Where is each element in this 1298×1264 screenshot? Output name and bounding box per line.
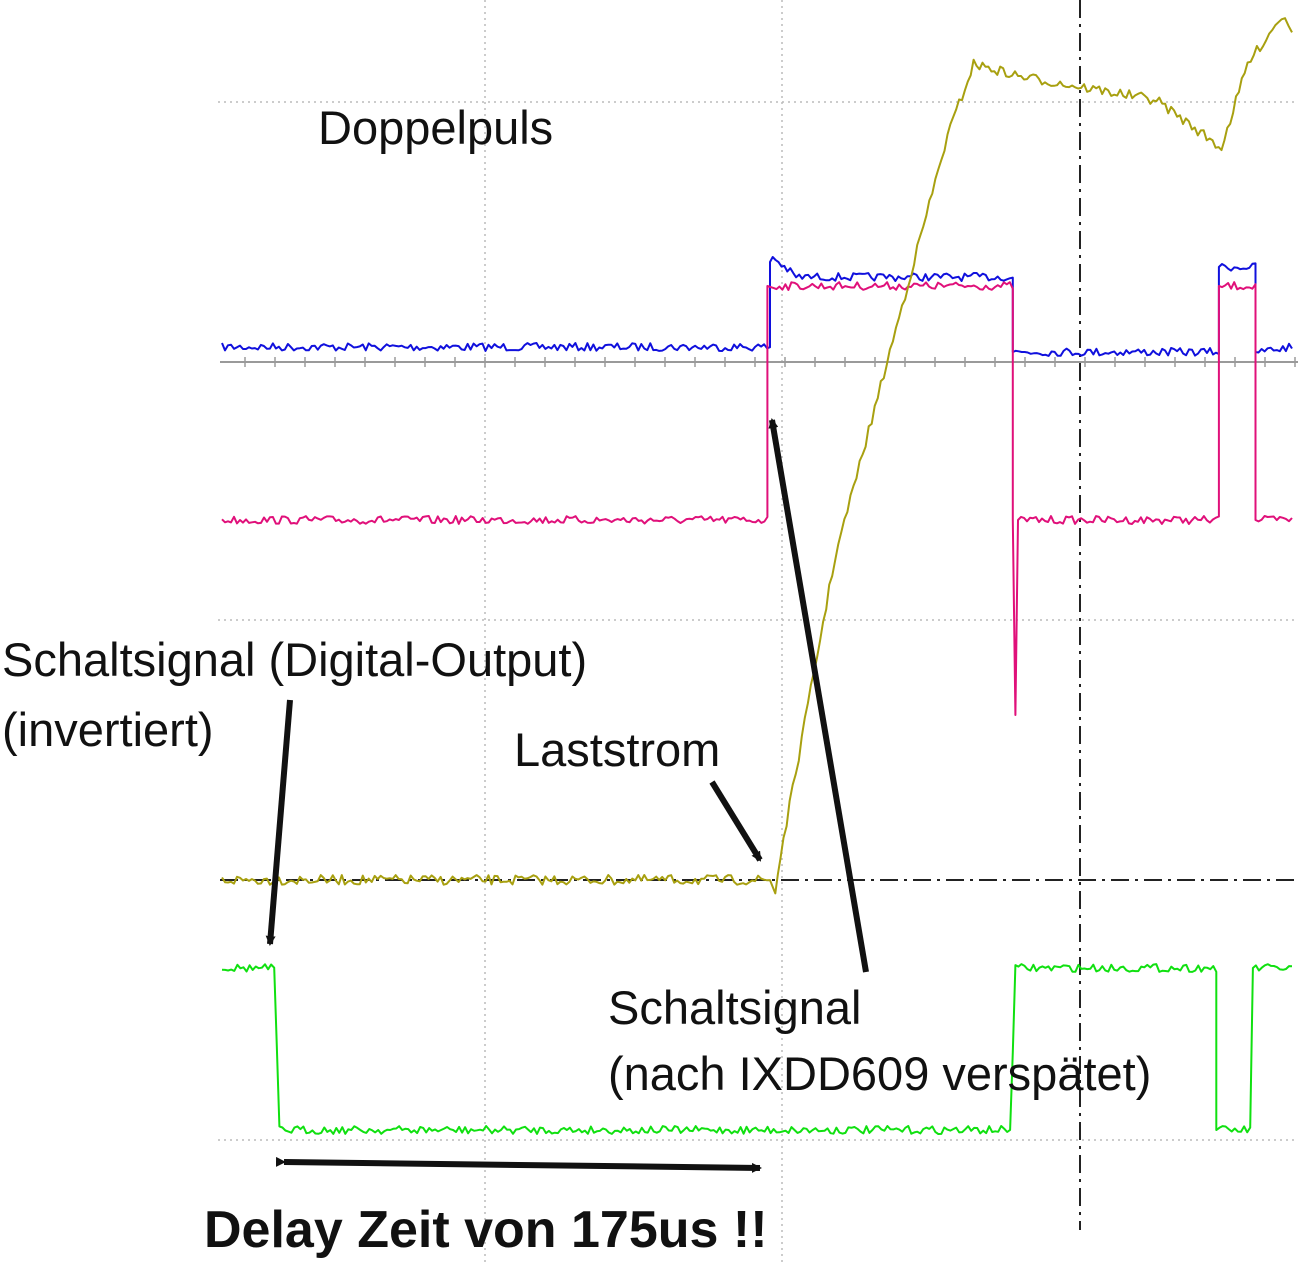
traces	[221, 17, 1293, 1135]
delayed-signal-label: Schaltsignal	[608, 981, 862, 1034]
annotation-arrows	[265, 418, 869, 1173]
arrow-laststrom	[709, 780, 763, 862]
arrow-digital-output	[265, 699, 293, 946]
digital-output-label-line2: (invertiert)	[2, 703, 214, 756]
load-current-label: Laststrom	[514, 723, 721, 776]
trace-2	[221, 281, 1293, 716]
delayed-signal-label-line2: (nach IXDD609 verspätet)	[608, 1047, 1152, 1100]
delay-time-label: Delay Zeit von 175us !!	[204, 1201, 768, 1259]
trace-4	[221, 963, 1293, 1135]
reference-lines	[220, 0, 1298, 1230]
grid	[218, 0, 1298, 1264]
arrow-delayed-signal	[768, 418, 869, 973]
trace-1	[221, 256, 1293, 357]
arrow-delay	[275, 1156, 762, 1173]
trace-3	[221, 17, 1293, 895]
chart-title: Doppelpuls	[318, 101, 554, 154]
digital-output-label: Schaltsignal (Digital-Output)	[2, 633, 588, 686]
